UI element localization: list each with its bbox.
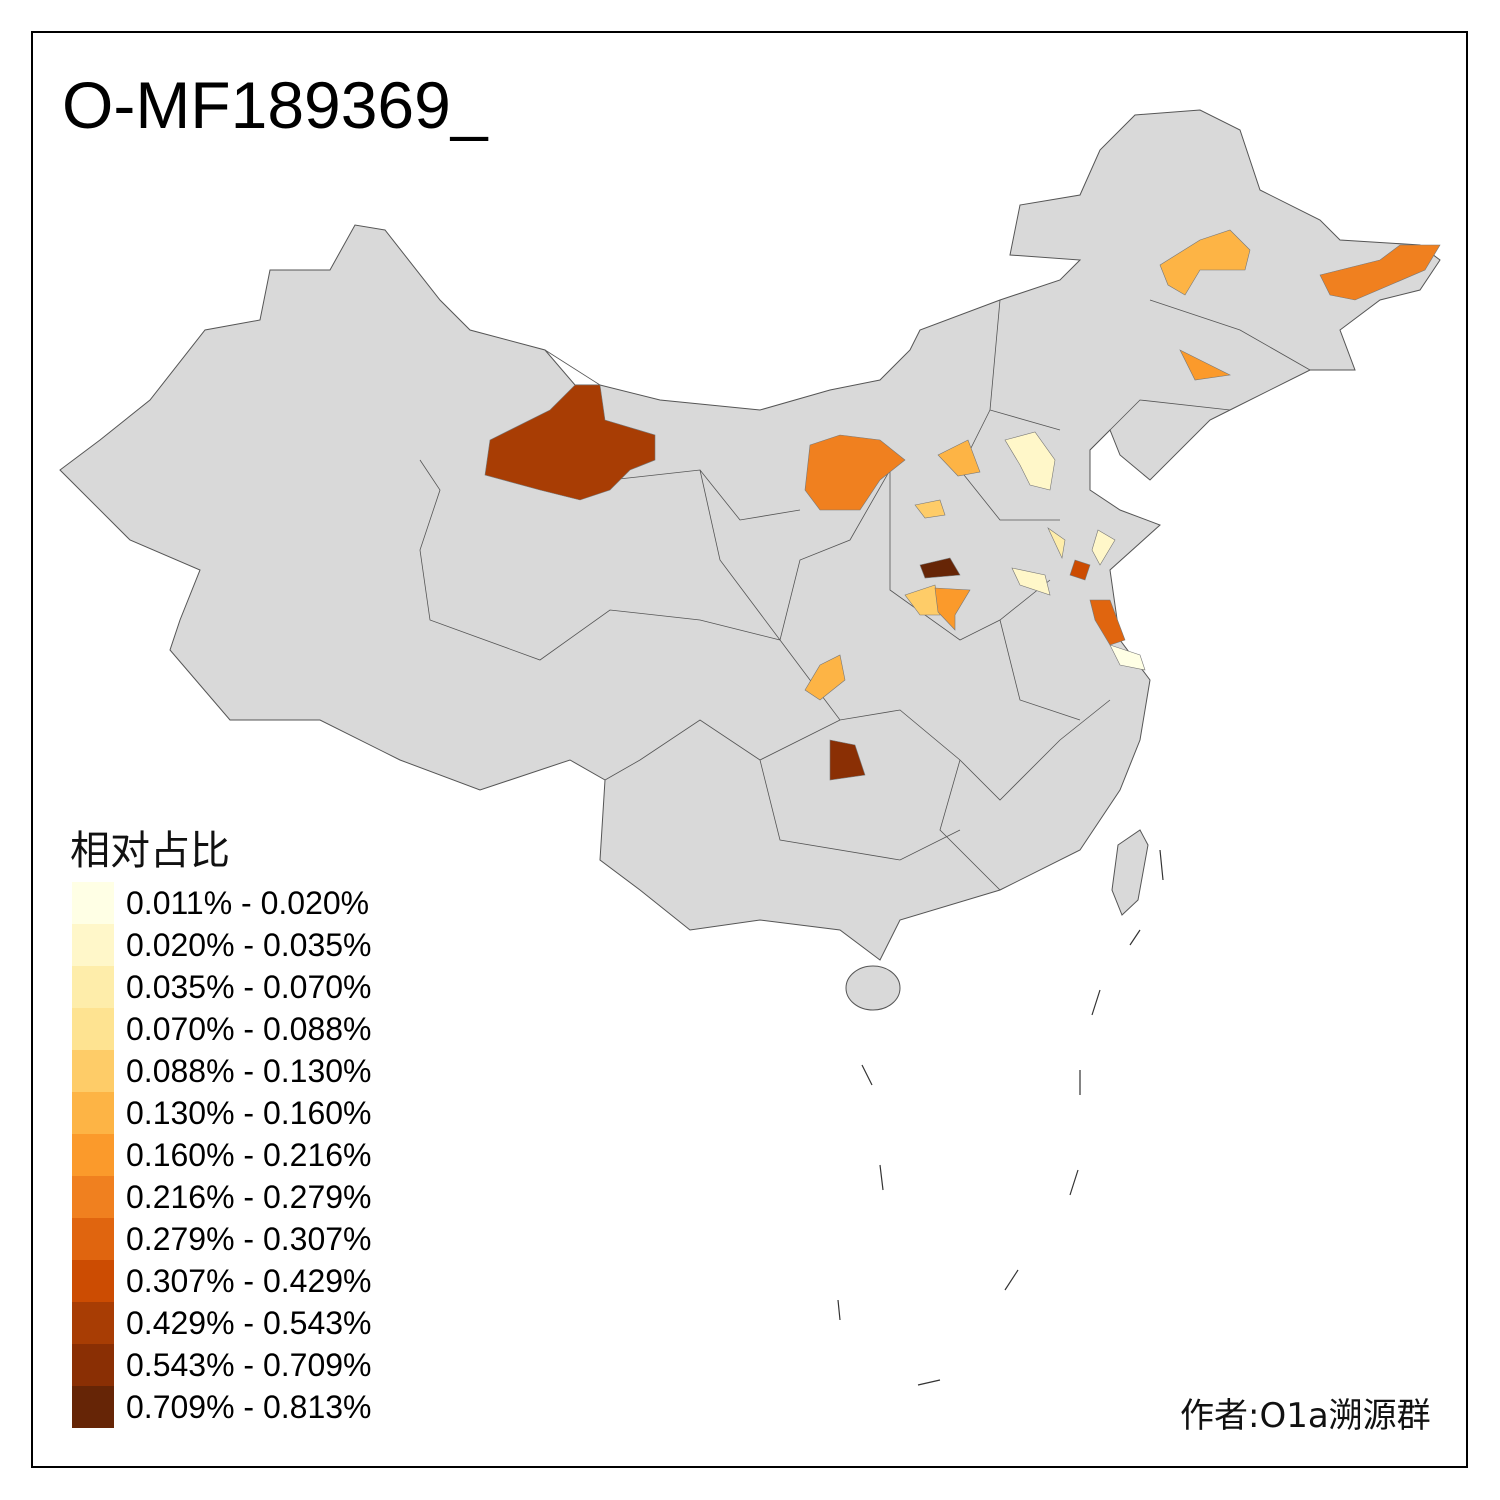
legend-swatch: [72, 882, 114, 924]
highlighted-region: [904, 584, 941, 616]
south-china-sea-dash-lines: [837, 849, 1164, 1386]
highlighted-region: [829, 739, 866, 781]
highlighted-region: [804, 654, 846, 701]
legend-item: 0.130% - 0.160%: [72, 1092, 372, 1134]
legend-label: 0.130% - 0.160%: [126, 1094, 372, 1131]
highlighted-region: [1091, 529, 1116, 566]
legend-item: 0.279% - 0.307%: [72, 1218, 372, 1260]
map-title: O-MF189369_: [62, 68, 488, 142]
highlighted-region: [919, 557, 961, 579]
taiwan-island: [1111, 829, 1149, 916]
legend-item: 0.216% - 0.279%: [72, 1176, 372, 1218]
province-borders: [419, 299, 1311, 891]
legend-item: 0.020% - 0.035%: [72, 924, 372, 966]
highlighted-region: [1109, 644, 1146, 671]
legend-swatch: [72, 1386, 114, 1428]
legend-label: 0.543% - 0.709%: [126, 1346, 372, 1383]
legend-swatch: [72, 1218, 114, 1260]
legend: 0.011% - 0.020% 0.020% - 0.035% 0.035% - 0…: [72, 882, 372, 1428]
legend-label: 0.011% - 0.020%: [126, 884, 370, 921]
legend-swatch: [72, 1260, 114, 1302]
legend-item: 0.307% - 0.429%: [72, 1260, 372, 1302]
legend-swatch: [72, 1092, 114, 1134]
highlighted-region: [804, 434, 906, 511]
country-base-layer: [59, 109, 1441, 1386]
legend-label: 0.279% - 0.307%: [126, 1220, 372, 1257]
legend-swatch: [72, 924, 114, 966]
highlighted-region: [1159, 229, 1251, 296]
highlighted-regions: [484, 229, 1441, 781]
legend-swatch: [72, 1008, 114, 1050]
legend-item: 0.543% - 0.709%: [72, 1344, 372, 1386]
highlighted-region: [1047, 527, 1066, 560]
legend-label: 0.020% - 0.035%: [126, 926, 372, 963]
legend-swatch: [72, 1344, 114, 1386]
legend-item: 0.429% - 0.543%: [72, 1302, 372, 1344]
legend-item: 0.088% - 0.130%: [72, 1050, 372, 1092]
highlighted-region: [937, 439, 981, 477]
highlighted-region: [1004, 431, 1056, 491]
legend-swatch: [72, 1302, 114, 1344]
highlighted-region: [1179, 349, 1231, 381]
highlighted-region: [1319, 244, 1441, 301]
legend-label: 0.035% - 0.070%: [126, 968, 372, 1005]
author-credit: 作者:O1a溯源群: [1180, 1396, 1431, 1436]
legend-item: 0.035% - 0.070%: [72, 966, 372, 1008]
legend-label: 0.709% - 0.813%: [126, 1388, 372, 1425]
legend-item: 0.011% - 0.020%: [72, 882, 372, 924]
legend-label: 0.307% - 0.429%: [126, 1262, 372, 1299]
legend-label: 0.088% - 0.130%: [126, 1052, 372, 1089]
legend-swatch: [72, 1176, 114, 1218]
legend-item: 0.160% - 0.216%: [72, 1134, 372, 1176]
legend-label: 0.070% - 0.088%: [126, 1010, 372, 1047]
hainan-island: [845, 965, 901, 1011]
legend-swatch: [72, 966, 114, 1008]
map-frame: [31, 31, 1468, 1468]
legend-label: 0.429% - 0.543%: [126, 1304, 372, 1341]
highlighted-region: [934, 587, 971, 631]
legend-label: 0.160% - 0.216%: [126, 1136, 372, 1173]
legend-item: 0.070% - 0.088%: [72, 1008, 372, 1050]
legend-title: 相对占比: [70, 828, 230, 874]
highlighted-region: [1089, 599, 1126, 646]
legend-swatch: [72, 1050, 114, 1092]
highlighted-region: [1011, 567, 1051, 596]
highlighted-region: [914, 499, 946, 519]
highlighted-region: [484, 384, 656, 501]
highlighted-region: [1069, 559, 1091, 581]
legend-swatch: [72, 1134, 114, 1176]
legend-item: 0.709% - 0.813%: [72, 1386, 372, 1428]
legend-label: 0.216% - 0.279%: [126, 1178, 372, 1215]
